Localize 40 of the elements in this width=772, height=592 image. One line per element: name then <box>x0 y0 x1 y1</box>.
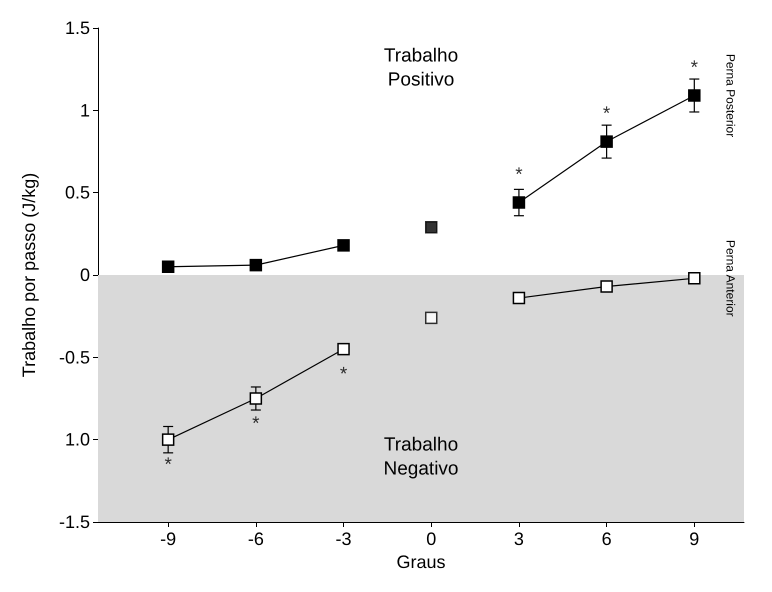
annotation: Trabalho Positivo <box>384 46 458 90</box>
x-tick-label: -6 <box>248 529 264 549</box>
annotation: * <box>515 164 524 186</box>
point <box>512 196 526 209</box>
x-tick-label: 0 <box>426 529 436 549</box>
y-tick-label: -1.5 <box>58 512 90 532</box>
point <box>688 89 701 102</box>
y-tick-label: -0.5 <box>58 347 90 368</box>
annotation: * <box>602 104 611 125</box>
annotation: Trabalho Negativo <box>384 434 458 480</box>
point <box>162 260 174 274</box>
point <box>250 258 262 272</box>
point <box>337 342 350 356</box>
x-tick-label: -3 <box>336 529 352 549</box>
y-axis-title: Trabalho por passo (J/kg) <box>19 172 39 378</box>
point <box>424 220 438 234</box>
x-tick-label: 9 <box>689 529 700 549</box>
y-tick-label: 1.5 <box>64 18 90 38</box>
x-axis-title: Graus <box>396 552 446 572</box>
annotation: * <box>340 364 348 386</box>
point <box>337 239 350 252</box>
x-tick-label: 6 <box>602 529 612 549</box>
annotation: * <box>252 414 260 434</box>
point <box>688 272 701 285</box>
point <box>512 292 526 304</box>
text: Perna Anterior <box>724 240 738 317</box>
annotation: * <box>164 454 172 476</box>
x-tick-label: 3 <box>514 529 524 549</box>
y-tick-label: 0 <box>80 265 90 285</box>
annotation: * <box>690 58 699 79</box>
point <box>250 392 262 405</box>
y-tick-label: 0.5 <box>64 182 90 203</box>
point <box>600 135 613 148</box>
x-tick-label: -9 <box>160 529 176 549</box>
y-tick-label: 1 <box>80 100 90 120</box>
point <box>600 280 613 293</box>
y-tick-label: 1.0 <box>64 430 90 450</box>
point <box>162 433 174 446</box>
text: Perna Posterior <box>724 54 738 138</box>
point <box>424 312 438 324</box>
